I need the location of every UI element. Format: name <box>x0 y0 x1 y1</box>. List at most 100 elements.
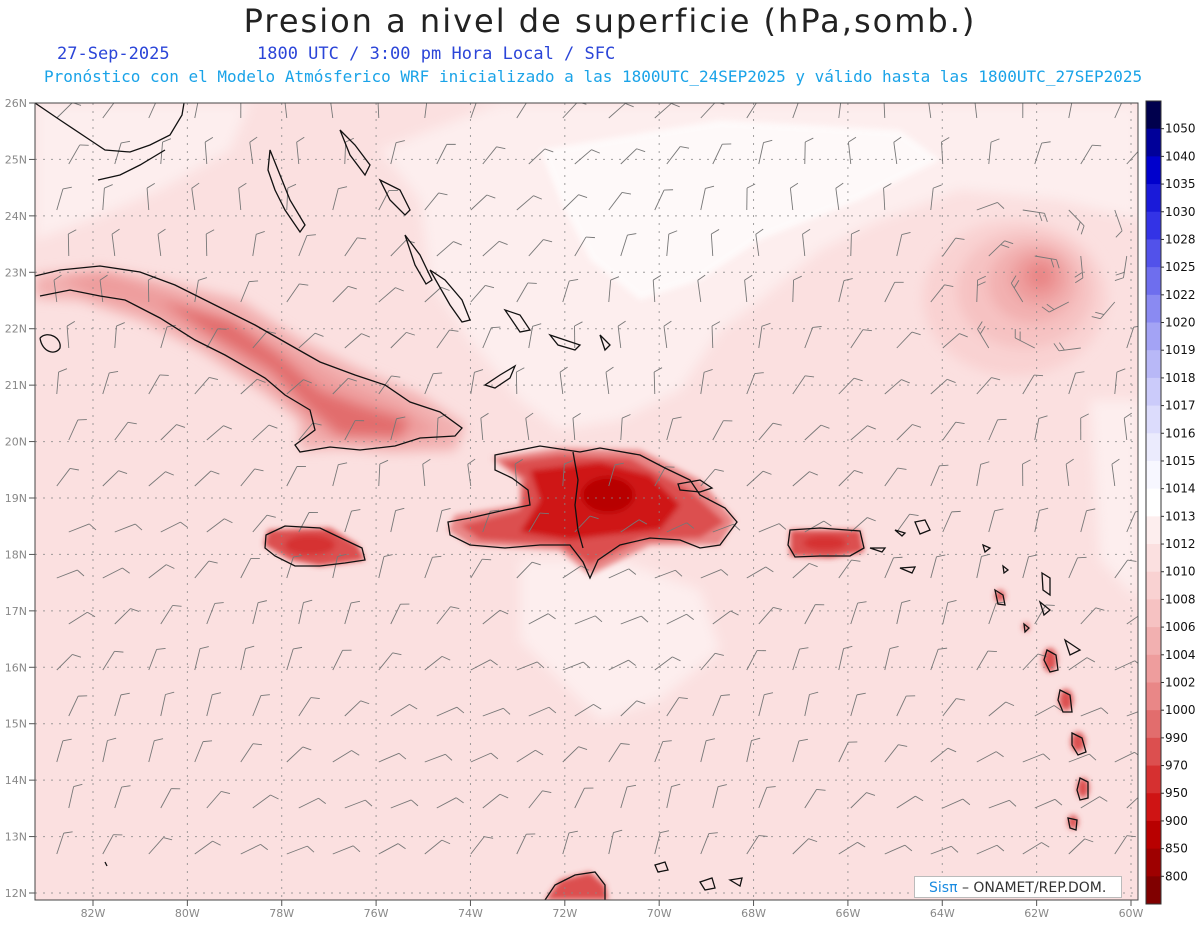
wind-barb <box>114 140 131 165</box>
wind-barb <box>424 372 443 395</box>
wind-barb <box>206 518 233 533</box>
wind-barb <box>1034 705 1062 717</box>
wind-barb <box>562 278 579 303</box>
lat-tick-label: 22N <box>5 323 27 336</box>
wind-barb <box>56 186 72 211</box>
credit-box: Sisπ – ONAMET/REP.DOM. <box>914 876 1122 898</box>
wind-barb <box>838 841 866 855</box>
wind-barb <box>252 794 279 809</box>
wind-barb <box>896 695 916 717</box>
wind-barb <box>68 144 89 165</box>
colorbar-segment <box>1146 571 1161 600</box>
colorbar-segment <box>1146 294 1161 324</box>
wind-barb <box>482 240 508 257</box>
wind-barb <box>1068 371 1085 395</box>
wind-barb <box>286 646 303 671</box>
wind-barb <box>608 103 634 119</box>
wind-barb <box>56 368 68 395</box>
wind-barb <box>896 331 921 349</box>
lat-tick-label: 12N <box>5 887 27 900</box>
wind-barb <box>838 469 864 487</box>
wind-barb <box>249 136 258 165</box>
wind-barb <box>654 740 672 763</box>
lat-tick-label: 25N <box>5 153 27 166</box>
latitude-axis: 26N 25N 24N 23N 22N 21N 20N 19N 18N 17N 16N 15N 14N 1… <box>5 97 35 900</box>
wind-barb <box>835 182 844 211</box>
wind-barb <box>620 519 648 533</box>
wind-barb <box>574 236 595 257</box>
wind-barb <box>574 704 602 717</box>
lat-tick-label: 18N <box>5 548 27 561</box>
wind-barb <box>332 845 361 855</box>
wind-barb <box>390 140 405 165</box>
wind-barb <box>470 284 495 303</box>
wind-barb <box>988 240 1014 257</box>
lon-tick-label: 78W <box>269 907 294 920</box>
wind-barb <box>147 275 157 303</box>
wind-barb <box>976 751 1004 763</box>
wind-barb <box>240 280 259 303</box>
wind-barb <box>378 752 407 763</box>
wind-barb <box>102 650 124 671</box>
wind-barb <box>804 326 822 349</box>
wind-barb <box>1114 835 1136 855</box>
wind-barb <box>838 377 863 395</box>
colorbar-label: 1002 <box>1165 675 1196 689</box>
wind-barb <box>53 274 62 303</box>
wind-barb <box>470 752 499 763</box>
wind-barb <box>148 648 166 671</box>
wind-barb <box>976 553 991 579</box>
wind-barb <box>160 138 172 165</box>
colorbar-segment <box>1146 488 1161 517</box>
wind-barb <box>804 691 819 717</box>
wind-barb <box>804 604 825 625</box>
colorbar-segment <box>1146 433 1161 462</box>
wind-barb <box>608 192 631 211</box>
wind-barb <box>1114 209 1123 238</box>
wind-barb <box>424 103 428 119</box>
wind-barb <box>1022 753 1051 763</box>
wind-barb <box>976 650 997 671</box>
wind-barb <box>804 520 832 533</box>
wind-barb <box>1068 838 1094 855</box>
wind-barb <box>194 103 199 119</box>
wind-barb <box>1068 103 1073 119</box>
wind-barb <box>240 378 266 395</box>
wind-barb <box>605 366 614 395</box>
colorbar-label: 1004 <box>1165 648 1196 662</box>
wind-barb <box>286 183 297 211</box>
wind-barb <box>1080 796 1108 809</box>
wind-barb <box>850 425 876 441</box>
wind-barb <box>744 274 753 303</box>
wind-barb <box>298 512 318 533</box>
wind-barb <box>988 508 1004 533</box>
wind-barb <box>666 697 688 717</box>
wind-barb <box>296 136 305 165</box>
wind-barb <box>572 412 581 441</box>
colorbar-label: 1008 <box>1165 592 1196 606</box>
wind-barb <box>746 470 772 487</box>
wind-barb <box>114 523 143 533</box>
colorbar-segment <box>1146 377 1161 407</box>
wind-barb <box>574 615 603 625</box>
wind-barb <box>1034 604 1055 625</box>
wind-barb <box>1034 798 1063 809</box>
lon-tick-label: 66W <box>835 907 860 920</box>
wind-barb <box>160 521 188 533</box>
wind-barb <box>1074 255 1084 284</box>
wind-barb <box>758 786 776 809</box>
wind-barb <box>850 517 876 533</box>
wind-barb <box>194 560 218 579</box>
colorbar-label: 1035 <box>1165 177 1196 191</box>
wind-barb <box>977 321 990 349</box>
wind-barb <box>436 329 459 349</box>
colorbar-segment <box>1146 516 1161 545</box>
wind-barb <box>344 420 365 441</box>
wind-barb <box>930 284 954 303</box>
colorbar-label: 1019 <box>1165 343 1196 357</box>
wind-barb <box>712 694 730 717</box>
wind-barb <box>928 103 932 119</box>
colorbar-label: 990 <box>1165 731 1188 745</box>
lat-tick-label: 21N <box>5 379 27 392</box>
wind-barb <box>562 746 588 763</box>
